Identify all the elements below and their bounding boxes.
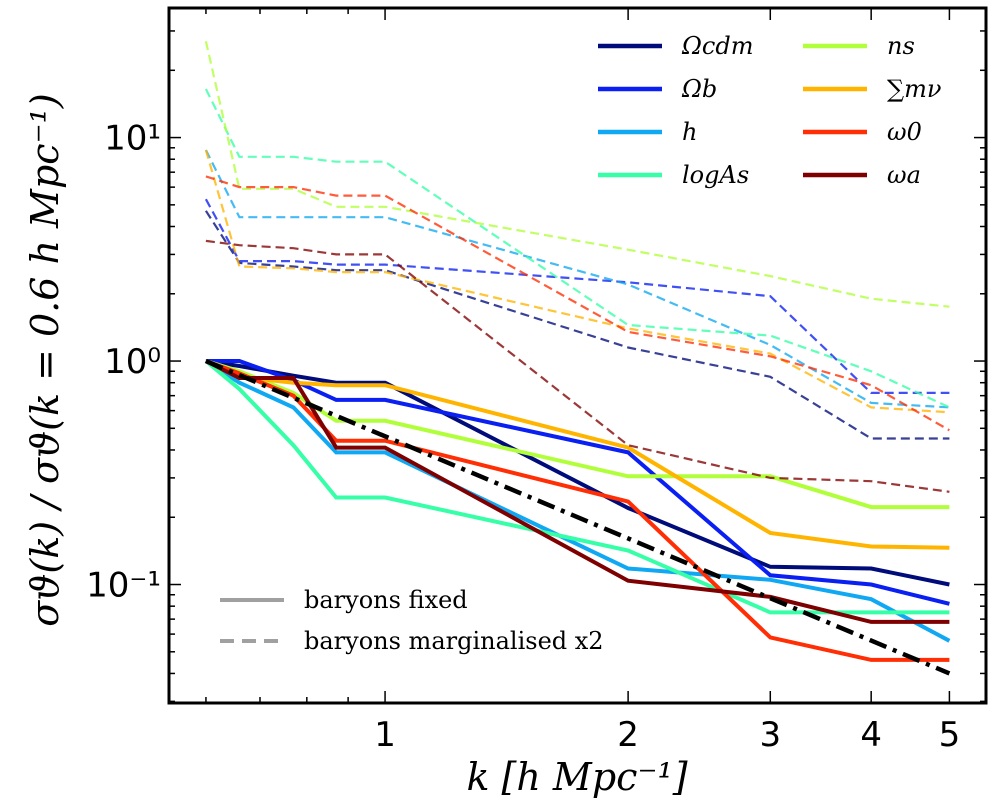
series-line-omega-b-marginalised [204,198,950,394]
series-line-h-marginalised [204,149,950,409]
y-axis-label: σϑ(k) / σϑ(k = 0.6 h Mpc⁻¹) [23,93,67,626]
legend-label-log-as: logAs [682,161,749,189]
y-tick-label: 10¹ [104,119,161,159]
series-line-ns-marginalised [204,40,950,308]
series-line-omega-0-marginalised [205,175,950,432]
x-axis-label: k [h Mpc⁻¹] [466,755,687,799]
x-tick-label: 4 [860,715,882,755]
series-line-sum-mnu-fixed [205,359,950,550]
y-tick-label: 10⁰ [104,342,161,382]
series-layer [204,40,951,662]
series-line-omega-b-fixed [205,359,950,606]
series-line-h-fixed [204,359,951,643]
y-tick-label: 10⁻¹ [86,566,161,606]
legend-label-omega-a: ωa [887,161,921,189]
style-legend: baryons fixed baryons marginalised x2 [220,586,604,655]
x-tick-label: 5 [939,715,961,755]
legend: Ωcdm Ωb h logAs ns ∑mν ω0 ωa [598,32,941,189]
style-legend-label-dashed: baryons marginalised x2 [304,627,604,655]
series-line-log-as-marginalised [204,88,950,409]
legend-label-sum-mnu: ∑mν [887,75,941,103]
legend-label-omega-cdm: Ωcdm [681,32,753,60]
series-line-omega-0-fixed [205,359,950,662]
reference-line-layer [205,358,951,676]
series-line-omega-a-marginalised [205,239,950,493]
series-line-log-as-fixed [204,359,950,615]
series-line-omega-a-fixed [204,359,950,624]
x-tick-label: 2 [617,715,639,755]
style-legend-label-solid: baryons fixed [304,586,468,614]
legend-label-omega-b: Ωb [681,75,717,103]
reference-dashdot-line [205,358,951,676]
x-tick-label: 3 [759,715,781,755]
x-tick-label: 1 [374,715,396,755]
legend-label-ns: ns [887,32,915,60]
tick-labels: 1 2 3 4 5 10⁻¹ 10⁰ 10¹ [86,119,960,755]
series-line-sum-mnu-marginalised [204,149,950,414]
legend-label-h: h [682,118,697,146]
series-line-omega-cdm-marginalised [204,210,950,440]
legend-label-omega-0: ω0 [887,118,922,146]
plot-frame [167,6,988,705]
